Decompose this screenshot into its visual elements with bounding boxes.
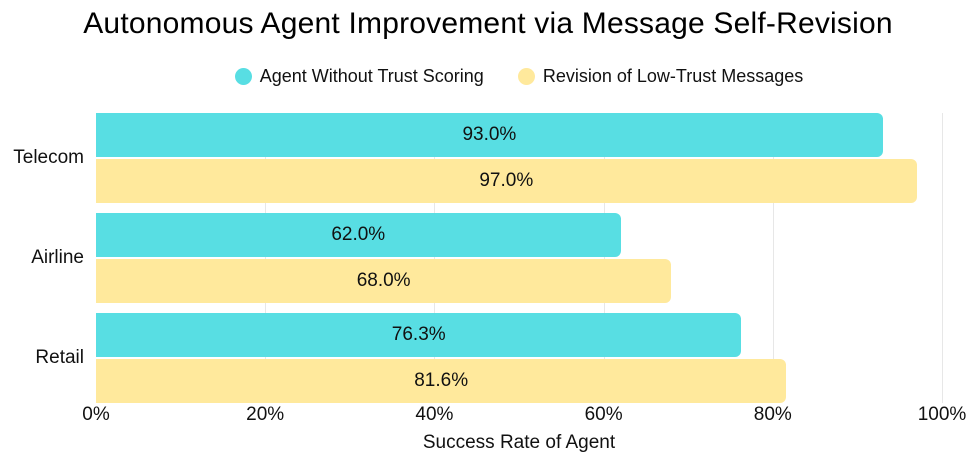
category-label: Retail <box>35 347 84 368</box>
legend: Agent Without Trust Scoring Revision of L… <box>96 62 942 90</box>
bar: 93.0% <box>96 113 883 157</box>
legend-swatch-icon <box>517 67 535 85</box>
gridline <box>772 113 774 403</box>
x-axis-title: Success Rate of Agent <box>422 432 616 453</box>
bar-value-label: 97.0% <box>479 170 534 191</box>
legend-label: Agent Without Trust Scoring <box>259 65 484 86</box>
x-tick-label: 20% <box>246 404 285 425</box>
bar: 68.0% <box>96 259 672 303</box>
x-tick-label: 60% <box>584 404 623 425</box>
bar-value-label: 76.3% <box>391 324 446 345</box>
bar: 81.6% <box>96 359 787 403</box>
category-label: Airline <box>31 247 84 268</box>
bar-value-label: 62.0% <box>331 224 386 245</box>
legend-item: Revision of Low-Trust Messages <box>517 65 804 87</box>
bar: 76.3% <box>96 313 742 357</box>
bar: 97.0% <box>96 159 917 203</box>
gridline <box>434 113 436 403</box>
bar-value-label: 93.0% <box>462 124 517 145</box>
chart-title: Autonomous Agent Improvement via Message… <box>83 7 893 40</box>
bar: 62.0% <box>96 213 621 257</box>
bar-value-label: 81.6% <box>414 370 469 391</box>
legend-label: Revision of Low-Trust Messages <box>542 65 804 86</box>
gridline <box>942 113 943 403</box>
gridline <box>265 113 267 403</box>
gridline <box>603 113 605 403</box>
x-tick-label: 40% <box>415 404 454 425</box>
x-tick-label: 100% <box>917 404 967 425</box>
legend-item: Agent Without Trust Scoring <box>234 65 484 87</box>
category-label: Telecom <box>13 147 84 168</box>
bar-value-label: 68.0% <box>356 270 411 291</box>
x-tick-label: 80% <box>753 404 792 425</box>
x-tick-label: 0% <box>82 404 110 425</box>
legend-swatch-icon <box>234 67 252 85</box>
